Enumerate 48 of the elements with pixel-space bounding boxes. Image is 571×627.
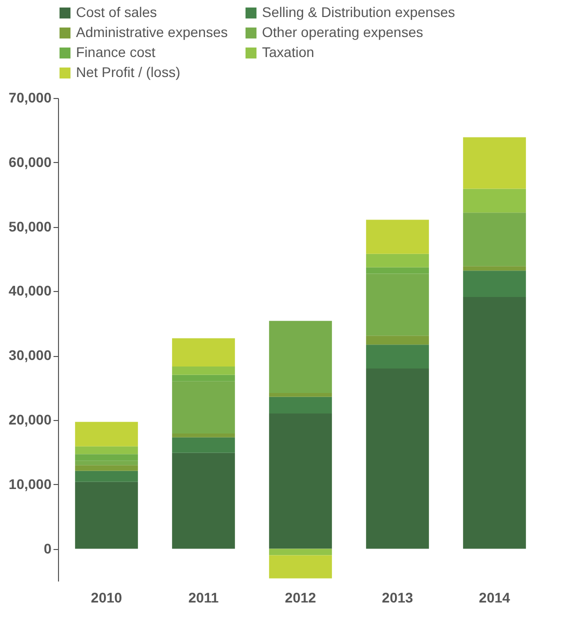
y-tick-label: 10,000 <box>8 476 52 492</box>
bar <box>269 555 332 578</box>
y-tick-label: 40,000 <box>8 282 52 299</box>
legend-label: Net Profit / (loss) <box>76 64 180 80</box>
bar <box>463 212 526 266</box>
x-tick-label: 2011 <box>188 590 219 606</box>
x-tick-label: 2013 <box>382 590 414 606</box>
bar <box>269 548 332 556</box>
y-tick-label: 70,000 <box>8 90 52 106</box>
bar <box>75 454 138 461</box>
legend-label: Cost of sales <box>76 4 157 20</box>
bar <box>463 137 526 189</box>
bar <box>75 482 138 549</box>
bar <box>366 336 429 345</box>
bar <box>75 422 138 446</box>
y-tick-label: 0 <box>44 540 52 556</box>
legend-label: Selling & Distribution expenses <box>262 4 455 20</box>
y-tick-label: 60,000 <box>8 154 52 170</box>
bar <box>269 392 332 397</box>
bar <box>269 414 332 549</box>
bar <box>366 220 429 254</box>
bar <box>172 437 235 453</box>
x-tick-label: 2012 <box>284 590 316 606</box>
bar <box>75 446 138 454</box>
y-tick-label: 50,000 <box>8 218 52 234</box>
bar <box>463 188 526 213</box>
bar <box>172 338 235 367</box>
bar <box>75 465 138 471</box>
bar <box>366 368 429 549</box>
bar <box>269 320 332 393</box>
bar <box>366 254 429 268</box>
legend-label: Other operating expenses <box>262 24 424 40</box>
legend-label: Finance cost <box>76 44 156 60</box>
bar <box>172 434 235 438</box>
bar <box>172 452 235 549</box>
legend-label: Taxation <box>262 44 314 60</box>
bar <box>366 344 429 368</box>
x-tick-label: 2014 <box>478 590 510 606</box>
bar <box>463 296 526 549</box>
y-tick-label: 20,000 <box>8 412 52 428</box>
legend-label: Administrative expenses <box>76 24 228 40</box>
y-tick-label: 30,000 <box>8 347 52 364</box>
bar <box>172 366 235 375</box>
bar <box>75 470 138 482</box>
x-tick-label: 2010 <box>90 590 122 606</box>
bar <box>463 266 526 271</box>
bar <box>269 396 332 414</box>
bar <box>463 270 526 297</box>
